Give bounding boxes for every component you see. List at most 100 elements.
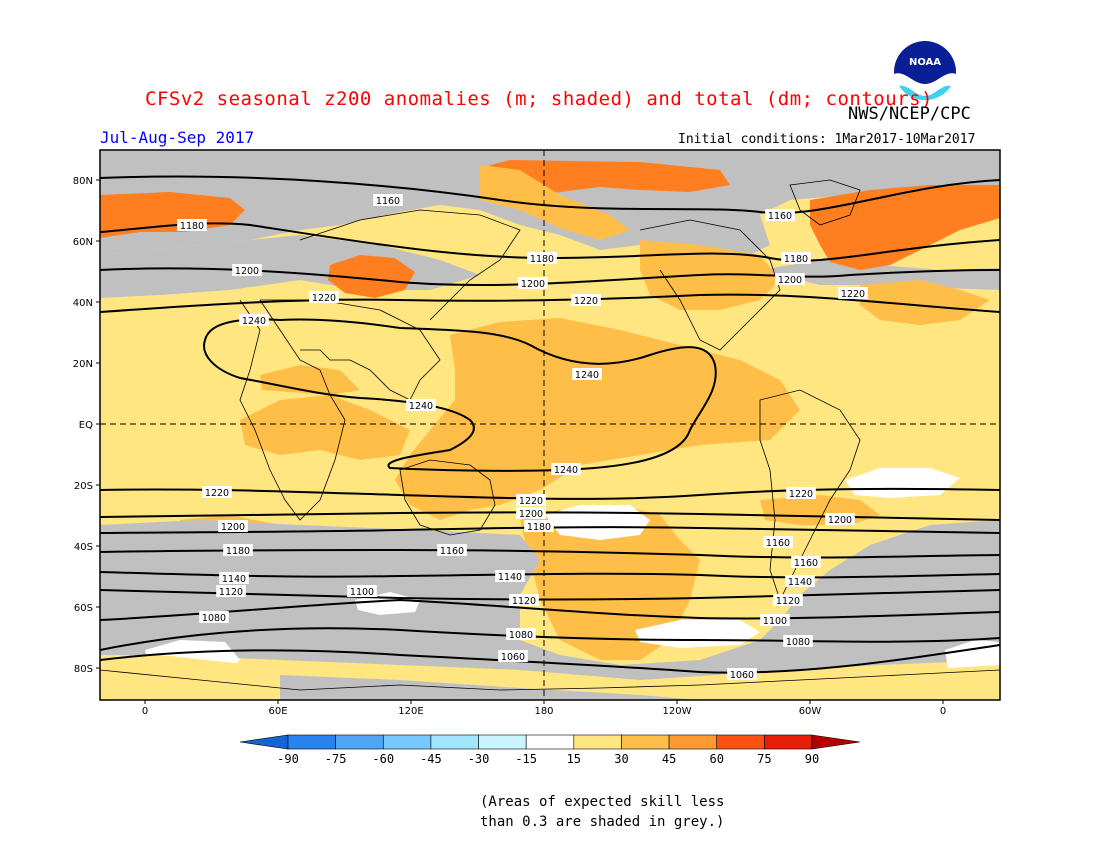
contour-label-bg	[763, 536, 793, 548]
contour-label-bg	[773, 594, 803, 606]
noaa-logo-text: NOAA	[909, 57, 941, 68]
contour-label: 1160	[766, 538, 790, 549]
contour-label: 1080	[202, 613, 226, 624]
lon-label-120e: 120E	[398, 706, 423, 717]
contour-label-bg	[524, 520, 554, 532]
contour-label-bg	[347, 585, 377, 597]
colorbar-arrow-right	[811, 734, 861, 750]
lon-label-0: 0	[142, 706, 148, 717]
contour-1240-closed	[203, 318, 717, 472]
contour-label-bg	[825, 513, 855, 525]
contour-label: 1100	[763, 616, 787, 627]
contour-label-bg	[177, 219, 207, 231]
contour-label: 1120	[219, 587, 243, 598]
colorbar-segment	[621, 734, 670, 750]
contour-label: 1200	[778, 275, 802, 286]
contour-label: 1180	[530, 254, 554, 265]
contour-label: 1200	[828, 515, 852, 526]
contour-label-bg	[509, 594, 539, 606]
contour-label-bg	[232, 264, 262, 276]
contour-label-bg	[202, 486, 232, 498]
contour-label-bg	[309, 291, 339, 303]
shade-45-60-greenland	[810, 185, 1000, 270]
shade-white-s-atlantic	[845, 468, 960, 498]
contour-1220-s	[100, 487, 1000, 500]
colorbar-label: 75	[757, 752, 771, 766]
contour-1080-s	[100, 627, 1000, 651]
colorbar-segment	[335, 734, 384, 750]
season-label: Jul-Aug-Sep 2017	[100, 128, 255, 147]
contour-label-bg	[572, 368, 602, 380]
lat-label-20s: 20S	[74, 481, 93, 492]
contour-label: 1240	[409, 401, 433, 412]
contour-1060-s	[100, 644, 1000, 674]
shade-30-45-tropics	[395, 318, 800, 520]
contour-label: 1180	[784, 254, 808, 265]
skill-footnote: (Areas of expected skill less than 0.3 a…	[480, 792, 724, 832]
agency-label: NWS/NCEP/CPC	[848, 104, 971, 124]
contour-label: 1220	[841, 289, 865, 300]
contour-label: 1060	[730, 670, 754, 681]
contour-label: 1200	[521, 279, 545, 290]
colorbar-segment	[287, 734, 336, 750]
contour-label: 1200	[519, 509, 543, 520]
colorbar-segment	[764, 734, 813, 750]
contour-label-bg	[518, 277, 548, 289]
lat-label-60s: 60S	[74, 603, 93, 614]
contour-label-bg	[498, 650, 528, 662]
contour-label-bg	[239, 314, 269, 326]
contour-label: 1220	[205, 488, 229, 499]
coast-africa-europe	[239, 299, 346, 521]
figure-title: CFSv2 seasonal z200 anomalies (m; shaded…	[145, 88, 933, 110]
contour-1100-s	[100, 598, 1000, 621]
contour-label-bg	[495, 570, 525, 582]
contour-label: 1140	[498, 572, 522, 583]
colorbar-segment	[668, 734, 718, 750]
colorbar-label: -75	[325, 752, 347, 766]
contour-label: 1080	[786, 637, 810, 648]
lat-label-20n: 20N	[73, 359, 93, 370]
contour-label-bg	[571, 294, 601, 306]
contour-label-bg	[406, 399, 436, 411]
contour-label-bg	[727, 668, 757, 680]
map-frame	[99, 149, 1001, 701]
colorbar: -90 -75 -60 -45 -30 -15 15 30 45 60 75 90	[239, 734, 861, 766]
noaa-logo-wave	[894, 73, 956, 104]
colorbar-segment	[525, 734, 575, 750]
contour-label: 1180	[527, 522, 551, 533]
coast-antarctica	[100, 669, 1000, 691]
contour-1200-n	[100, 267, 1000, 286]
latitude-axis: 80N 60N 40N 20N EQ 20S 40S 60S 80S	[73, 176, 93, 675]
lon-label-60e: 60E	[268, 706, 287, 717]
contour-label: 1220	[519, 496, 543, 507]
contour-label: 1160	[376, 196, 400, 207]
contour-label: 1180	[226, 546, 250, 557]
colorbar-label: -90	[277, 752, 299, 766]
contour-label: 1160	[768, 211, 792, 222]
contour-labels: 1160 1160 1180 1180 1200 1200 1200 1220 1220 1220…	[177, 194, 868, 681]
contour-label: 1240	[554, 465, 578, 476]
contour-label: 1100	[350, 587, 374, 598]
lat-label-80n: 80N	[73, 176, 93, 187]
colorbar-label: 60	[710, 752, 724, 766]
lat-label-40s: 40S	[74, 542, 93, 553]
contour-label-bg	[516, 494, 546, 506]
lon-label-0-east: 0	[940, 706, 946, 717]
colorbar-label: 15	[567, 752, 581, 766]
shade-45-60-asia	[328, 255, 415, 298]
contour-label-bg	[783, 635, 813, 647]
colorbar-label: 45	[662, 752, 676, 766]
contour-label: 1240	[242, 316, 266, 327]
coast-n-america	[639, 219, 781, 351]
contour-1220-n	[100, 293, 1000, 313]
contour-label: 1120	[512, 596, 536, 607]
contour-label: 1080	[509, 630, 533, 641]
coast-asia-north	[299, 209, 521, 321]
colorbar-label: 30	[614, 752, 628, 766]
contour-label: 1220	[789, 489, 813, 500]
contour-label-bg	[506, 628, 536, 640]
contour-label: 1240	[575, 370, 599, 381]
colorbar-segment	[382, 734, 432, 750]
colorbar-segment	[430, 734, 479, 750]
